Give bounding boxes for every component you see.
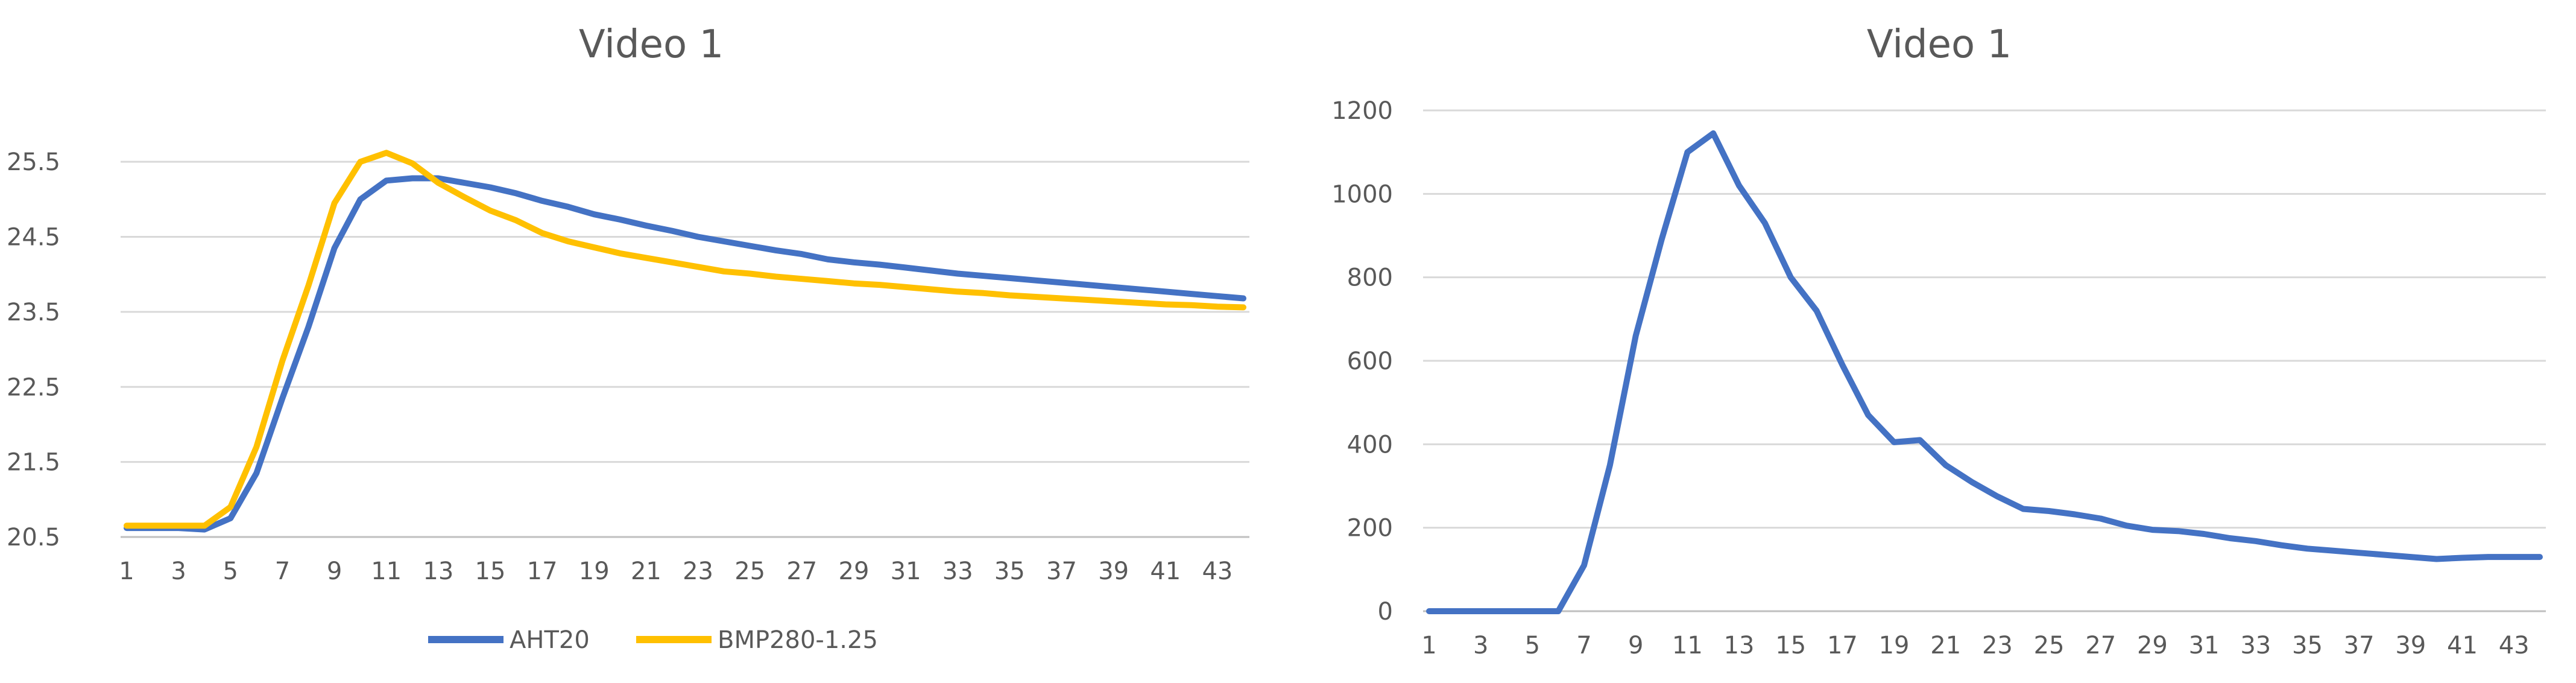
x-tick-label: 7 — [275, 558, 290, 585]
y-tick-label: 800 — [1347, 264, 1393, 292]
x-tick-label: 11 — [1672, 632, 1703, 659]
x-tick-label: 23 — [683, 558, 713, 585]
series-line-aht20 — [124, 175, 1246, 533]
x-tick-label: 17 — [527, 558, 558, 585]
legend-label-bmp280: BMP280-1.25 — [718, 626, 878, 654]
x-tick-label: 9 — [1628, 632, 1643, 659]
x-tick-label: 41 — [1150, 558, 1181, 585]
y-tick-label: 0 — [1378, 598, 1393, 626]
x-tick-label: 5 — [223, 558, 238, 585]
x-tick-label: 37 — [2344, 632, 2375, 659]
series-lines — [124, 150, 1246, 533]
x-tick-label: 33 — [942, 558, 973, 585]
y-axis-tick-labels: 0 200 400 600 800 1000 1200 — [1331, 97, 1393, 626]
x-tick-label: 3 — [171, 558, 186, 585]
x-tick-label: 13 — [423, 558, 453, 585]
x-tick-label: 1 — [1421, 632, 1436, 659]
y-tick-label: 24.5 — [7, 224, 60, 252]
y-tick-label: 400 — [1347, 431, 1393, 459]
y-tick-label: 20.5 — [7, 524, 60, 551]
chart-title: Video 1 — [579, 22, 724, 67]
x-tick-label: 43 — [2499, 632, 2530, 659]
y-tick-label: 22.5 — [7, 373, 60, 401]
temperature-chart-panel: Video 1 20.5 21.5 22.5 23.5 24.5 25.5 1 3 5 7 9 11… — [0, 0, 1278, 683]
x-tick-label: 19 — [579, 558, 610, 585]
x-tick-label: 35 — [2292, 632, 2323, 659]
x-tick-label: 31 — [2189, 632, 2220, 659]
legend: AHT20 BMP280-1.25 — [428, 626, 878, 654]
x-tick-label: 19 — [1879, 632, 1910, 659]
x-axis-tick-labels: 1 3 5 7 9 11 13 15 17 19 21 23 25 27 29 31 33 35 37 39 41 43 — [1421, 632, 2529, 659]
series-lines — [1426, 130, 2543, 614]
x-tick-label: 15 — [475, 558, 506, 585]
x-tick-label: 39 — [2395, 632, 2426, 659]
x-tick-label: 25 — [734, 558, 765, 585]
x-tick-label: 17 — [1827, 632, 1858, 659]
x-tick-label: 39 — [1098, 558, 1129, 585]
series-line-1 — [1426, 130, 2543, 614]
x-tick-label: 27 — [2085, 632, 2116, 659]
x-tick-label: 21 — [631, 558, 661, 585]
x-tick-label: 33 — [2240, 632, 2271, 659]
temperature-line-chart: Video 1 20.521.522.523.524.525.5 1 3 5 7 9 11… — [7, 22, 1249, 654]
x-tick-label: 15 — [1775, 632, 1806, 659]
x-tick-label: 27 — [786, 558, 817, 585]
y-tick-label: 23.5 — [7, 299, 60, 326]
x-tick-label: 41 — [2447, 632, 2478, 659]
gridlines — [121, 160, 1249, 538]
x-tick-label: 1 — [119, 558, 134, 585]
x-tick-label: 25 — [2034, 632, 2065, 659]
x-tick-label: 5 — [1525, 632, 1540, 659]
x-tick-label: 7 — [1576, 632, 1591, 659]
x-tick-label: 43 — [1202, 558, 1233, 585]
x-tick-label: 29 — [839, 558, 870, 585]
value-chart-panel: Video 1 0 200 400 600 800 1000 1200 1 3 5 7 9 11 13 1… — [1302, 0, 2576, 683]
x-tick-label: 31 — [891, 558, 921, 585]
y-tick-label: 21.5 — [7, 449, 60, 477]
y-tick-label: 1200 — [1331, 97, 1393, 125]
x-tick-label: 23 — [1982, 632, 2013, 659]
x-tick-label: 9 — [327, 558, 342, 585]
x-tick-label: 3 — [1473, 632, 1488, 659]
legend-label-aht20: AHT20 — [510, 626, 590, 654]
y-axis-tick-labels: 20.5 21.5 22.5 23.5 24.5 25.5 — [7, 148, 60, 551]
x-tick-label: 21 — [1930, 632, 1961, 659]
x-tick-label: 37 — [1046, 558, 1077, 585]
y-tick-label: 1000 — [1331, 180, 1393, 208]
x-tick-label: 35 — [994, 558, 1025, 585]
y-tick-label: 600 — [1347, 348, 1393, 375]
gridlines — [1423, 109, 2546, 612]
x-tick-label: 13 — [1724, 632, 1755, 659]
y-tick-label: 200 — [1347, 515, 1393, 542]
x-tick-label: 29 — [2137, 632, 2168, 659]
series-line-bmp280-1-25 — [124, 150, 1246, 529]
x-tick-label: 11 — [371, 558, 402, 585]
x-axis-tick-labels: 1 3 5 7 9 11 13 15 17 19 21 23 25 27 29 31 33 35 37 39 41 43 — [119, 558, 1233, 585]
chart-title: Video 1 — [1867, 22, 2012, 67]
y-tick-label: 25.5 — [7, 148, 60, 176]
